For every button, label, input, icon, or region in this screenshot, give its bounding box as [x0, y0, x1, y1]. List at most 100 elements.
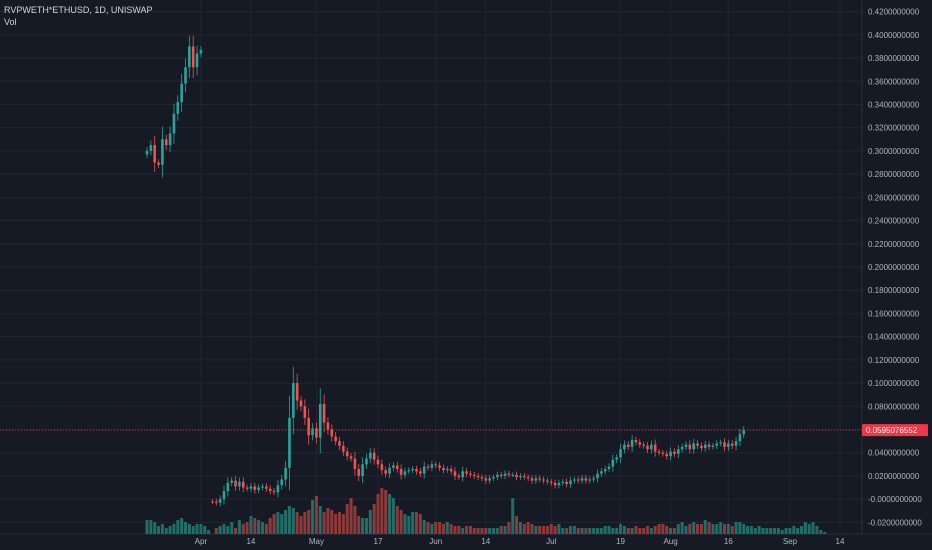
candle-body [538, 478, 541, 480]
candle-body [588, 479, 592, 481]
candle-body [226, 482, 230, 492]
candle-body [307, 417, 310, 436]
candle-body [199, 49, 203, 54]
candle-body [534, 478, 538, 481]
candle-body [230, 480, 233, 483]
volume-bar [749, 526, 753, 534]
candle-body [734, 441, 738, 446]
volume-bar [561, 528, 565, 534]
volume-bar [588, 528, 592, 534]
volume-label[interactable]: Vol [4, 17, 17, 27]
volume-bar [800, 526, 803, 534]
candle-body [253, 486, 257, 490]
volume-bar [784, 528, 788, 534]
candle-body [365, 458, 368, 465]
candle-body [288, 417, 291, 468]
volume-bar [565, 528, 569, 534]
volume-bar [480, 528, 484, 534]
candle-body [600, 471, 603, 474]
volume-bar [619, 524, 623, 534]
volume-bar [218, 526, 222, 534]
volume-bar [268, 518, 272, 534]
candle-body [465, 471, 468, 474]
volume-bar [407, 516, 411, 534]
price-tick-label: 0.3200000000 [868, 124, 920, 133]
candle-body [422, 466, 426, 474]
candle-body [657, 451, 661, 453]
volume-bar [415, 512, 418, 534]
candle-body [268, 488, 272, 492]
time-tick-label: Apr [195, 537, 208, 546]
volume-bar [391, 498, 395, 534]
candle-body [349, 456, 353, 459]
volume-bar [592, 528, 596, 534]
volume-bar [230, 522, 234, 534]
candle-body [415, 468, 418, 472]
candle-body [642, 444, 645, 446]
volume-bar [403, 514, 407, 534]
candle-body [496, 474, 499, 478]
candle-body [430, 464, 434, 468]
time-tick-label: 14 [836, 537, 845, 546]
volume-bar [676, 524, 680, 534]
volume-bar [611, 528, 615, 534]
candle-body [388, 467, 391, 474]
time-tick-label: Sep [783, 537, 798, 546]
volume-bar [399, 510, 403, 534]
volume-bar [465, 526, 469, 534]
volume-bar [184, 522, 187, 534]
price-tick-label: 0.0800000000 [868, 402, 920, 411]
volume-bar [287, 506, 291, 534]
volume-bar [738, 522, 742, 534]
candle-body [176, 102, 180, 114]
volume-bar [657, 524, 661, 534]
candle-body [218, 499, 222, 503]
volume-bar [476, 528, 480, 534]
volume-bar [680, 522, 684, 534]
candle-body [727, 443, 730, 447]
time-tick-label: Jun [429, 537, 442, 546]
price-axis[interactable]: 0.4200000000 0.4000000000 0.3800000000 0.36… [868, 8, 922, 528]
candle-body [553, 482, 557, 486]
volume-bar [395, 506, 399, 534]
candle-body [449, 468, 453, 472]
volume-bar [191, 526, 195, 534]
price-tick-label: 0.0200000000 [868, 472, 920, 481]
price-tick-label: 0.2600000000 [868, 193, 920, 202]
candle-body [573, 479, 576, 481]
candle-body [569, 480, 572, 485]
candle-body [511, 474, 515, 476]
volume-bar [426, 522, 430, 534]
volume-bar [245, 522, 249, 534]
candle-body [696, 443, 699, 446]
volume-bar [499, 526, 503, 534]
volume-bar [542, 526, 546, 534]
candle-body [515, 474, 518, 478]
price-tick-label: 0.3400000000 [868, 100, 920, 109]
symbol-title[interactable]: RVPWETH*ETHUSD, 1D, UNISWAP [4, 5, 153, 15]
candle-body [338, 441, 341, 446]
price-tick-label: -0.0200000000 [868, 518, 922, 527]
price-tick-label: 0.4200000000 [868, 8, 920, 17]
candle-body [265, 486, 268, 489]
volume-bar [726, 524, 730, 534]
candle-body [292, 383, 295, 418]
candle-body [153, 145, 156, 163]
candle-body [407, 470, 411, 472]
candle-body [284, 467, 287, 480]
candle-body [557, 482, 561, 486]
time-axis[interactable]: Apr 14 May 17 Jun 14 Jul 19 Aug 16 Sep 14 [195, 537, 845, 546]
price-tick-label: 0.1200000000 [868, 356, 920, 365]
volume-bar [164, 528, 168, 534]
volume-bar [295, 512, 299, 534]
volume-bar [580, 528, 584, 534]
candle-body [523, 475, 526, 478]
price-tick-label: 0.1600000000 [868, 309, 920, 318]
candle-body [276, 485, 280, 493]
candle-body [630, 439, 634, 447]
volume-bar [646, 526, 649, 534]
volume-bar [665, 526, 669, 534]
volume-bars [145, 488, 827, 534]
candle-body [438, 465, 441, 468]
